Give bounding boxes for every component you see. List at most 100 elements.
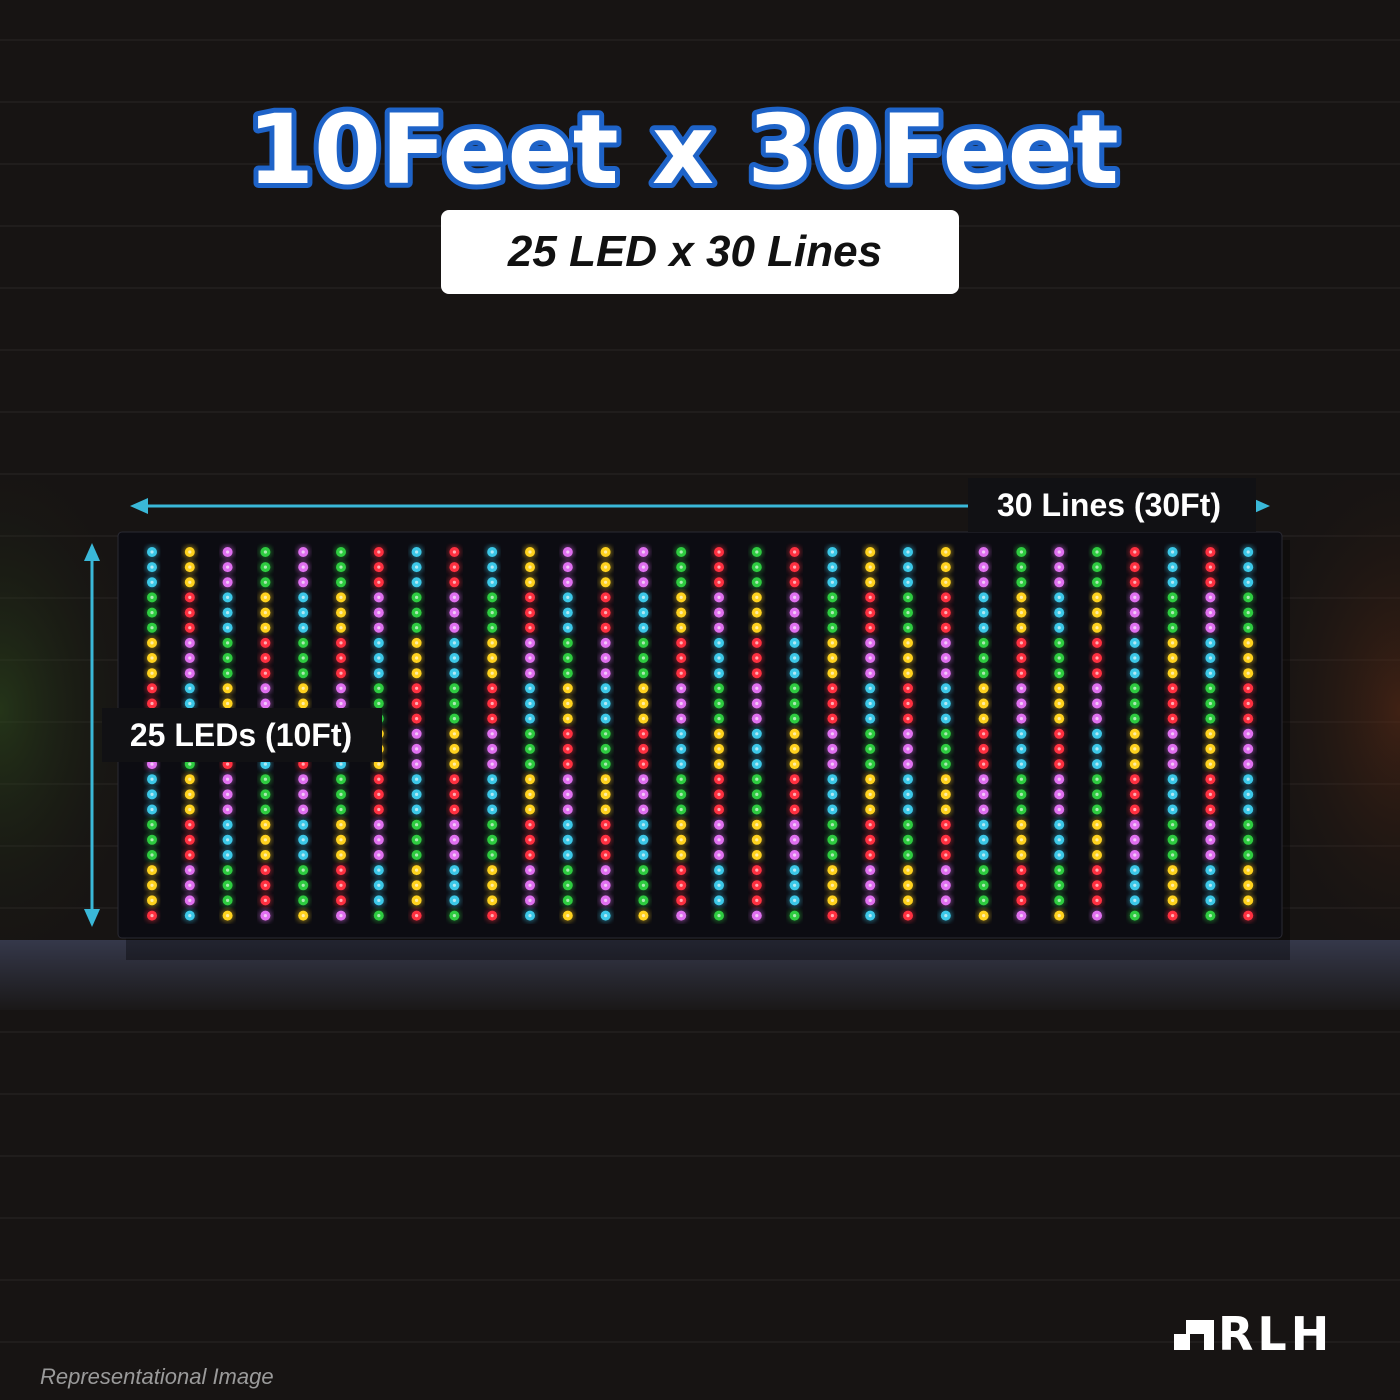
- led-core: [1246, 747, 1250, 751]
- led-core: [906, 701, 910, 706]
- led-core: [982, 823, 986, 827]
- led-core: [868, 626, 872, 630]
- led-core: [830, 550, 835, 554]
- led-core: [906, 550, 910, 554]
- led-core: [1133, 595, 1137, 600]
- led-core: [944, 686, 948, 690]
- led-core: [717, 565, 721, 569]
- led-core: [1019, 686, 1024, 690]
- led-core: [377, 641, 381, 645]
- led-core: [793, 868, 797, 872]
- led-core: [944, 898, 948, 903]
- led-core: [793, 565, 797, 569]
- led-core: [793, 777, 797, 781]
- led-core: [490, 823, 494, 827]
- led-core: [263, 868, 267, 872]
- led-core: [415, 762, 419, 766]
- led-core: [452, 914, 456, 918]
- led-core: [868, 611, 872, 615]
- led-core: [1095, 914, 1099, 918]
- led-core: [1171, 883, 1175, 887]
- led-core: [490, 686, 494, 690]
- led-core: [679, 717, 683, 721]
- led-core: [226, 686, 230, 690]
- led-core: [1057, 611, 1061, 615]
- led-core: [1057, 747, 1061, 751]
- led-core: [641, 823, 646, 827]
- led-core: [906, 823, 910, 827]
- led-core: [1171, 565, 1175, 569]
- led-core: [1133, 853, 1137, 857]
- led-core: [377, 595, 381, 600]
- led-core: [263, 898, 267, 903]
- led-core: [641, 626, 646, 630]
- led-core: [679, 550, 683, 554]
- led-core: [1171, 853, 1175, 857]
- led-core: [226, 550, 230, 554]
- led-core: [188, 565, 192, 569]
- led-core: [226, 777, 230, 781]
- led-core: [566, 580, 570, 584]
- led-core: [1019, 580, 1024, 584]
- led-core: [226, 823, 230, 827]
- led-core: [301, 641, 305, 645]
- led-core: [868, 595, 872, 600]
- led-core: [452, 656, 456, 660]
- led-core: [1246, 853, 1250, 857]
- led-core: [1019, 656, 1024, 660]
- led-core: [339, 671, 343, 675]
- led-core: [226, 868, 230, 872]
- led-core: [755, 792, 759, 797]
- led-core: [566, 565, 570, 569]
- led-core: [604, 626, 608, 630]
- led-core: [150, 914, 154, 918]
- led-core: [1246, 550, 1250, 554]
- led-core: [339, 762, 343, 766]
- led-core: [377, 611, 381, 615]
- led-core: [188, 898, 192, 903]
- led-core: [339, 565, 343, 569]
- led-core: [679, 792, 683, 797]
- led-core: [1057, 853, 1061, 857]
- led-core: [1246, 565, 1250, 569]
- led-core: [679, 747, 683, 751]
- led-core: [1208, 701, 1212, 706]
- led-core: [1095, 611, 1099, 615]
- led-core: [1133, 792, 1137, 797]
- led-core: [793, 641, 797, 645]
- led-core: [604, 641, 608, 645]
- led-core: [566, 686, 570, 690]
- led-core: [906, 807, 910, 812]
- led-core: [717, 883, 721, 887]
- led-core: [566, 807, 570, 812]
- led-core: [415, 914, 419, 918]
- led-core: [150, 838, 154, 842]
- led-core: [982, 656, 986, 660]
- led-core: [1133, 807, 1137, 812]
- led-core: [604, 595, 608, 600]
- led-core: [452, 641, 456, 645]
- led-core: [566, 550, 570, 554]
- floor: [0, 940, 1400, 1010]
- led-core: [830, 641, 835, 645]
- led-core: [188, 550, 192, 554]
- led-core: [1133, 838, 1137, 842]
- led-core: [755, 717, 759, 721]
- led-core: [452, 823, 456, 827]
- led-core: [188, 823, 192, 827]
- led-core: [339, 792, 343, 797]
- led-core: [528, 853, 532, 857]
- led-core: [1095, 641, 1099, 645]
- led-core: [944, 701, 948, 706]
- led-core: [566, 823, 570, 827]
- led-core: [1095, 565, 1099, 569]
- led-core: [604, 686, 608, 690]
- led-core: [263, 807, 267, 812]
- led-core: [944, 807, 948, 812]
- led-core: [415, 732, 419, 736]
- led-core: [906, 747, 910, 751]
- led-core: [793, 762, 797, 766]
- led-core: [528, 565, 532, 569]
- led-core: [1208, 914, 1212, 918]
- led-core: [1171, 550, 1175, 554]
